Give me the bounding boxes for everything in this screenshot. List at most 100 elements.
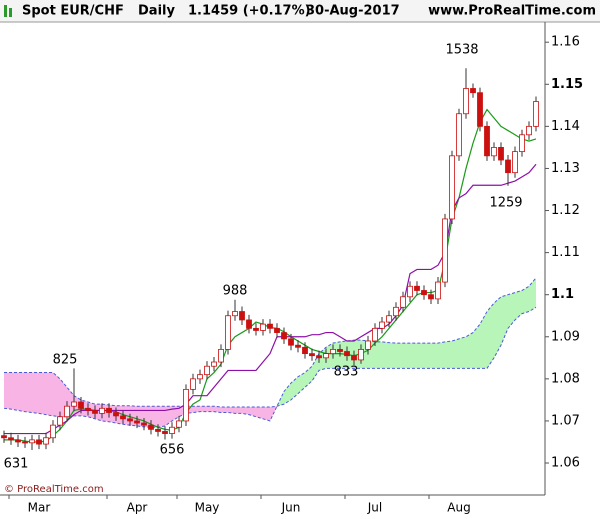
cloud-segment	[256, 407, 263, 419]
axis-labels: 1.16 1.15 1.14 1.13 1.12 1.11 1.1 1.09 1.08 1.07 1…	[4, 35, 583, 515]
candle-body	[491, 147, 497, 157]
candle-body	[358, 348, 364, 361]
annotation: 1538	[445, 43, 478, 58]
candle-body	[211, 361, 217, 367]
candle-body	[484, 125, 490, 157]
candle-body	[120, 415, 126, 420]
cloud-segment	[242, 407, 249, 415]
cloud-segment	[410, 343, 417, 369]
candle-body	[533, 101, 539, 127]
cloud-segment	[25, 372, 32, 413]
y-tick-label: 1.12	[551, 203, 580, 218]
annotation: 631	[4, 457, 29, 472]
cloud-segment	[11, 372, 18, 411]
y-tick-label: 1.09	[551, 329, 580, 344]
cloud-segment	[312, 353, 319, 381]
candle-body	[435, 281, 441, 300]
cloud-segment	[53, 372, 60, 417]
candle-body	[197, 374, 203, 380]
candle-body	[512, 151, 518, 174]
cloud-segment	[494, 296, 501, 358]
candle-body	[148, 424, 154, 430]
candle-body	[470, 88, 476, 94]
candle-body	[505, 159, 511, 174]
y-tick-label: 1.16	[551, 35, 580, 50]
annotation: 988	[223, 284, 248, 299]
cloud-segment	[466, 332, 473, 369]
candle-body	[92, 410, 98, 414]
cloud-segment	[221, 407, 228, 413]
candle-body	[337, 348, 343, 352]
candle-body	[64, 405, 70, 418]
candle-body	[36, 439, 42, 445]
cloud-segment	[487, 303, 494, 369]
candle-body	[386, 315, 392, 323]
candles	[1, 68, 539, 450]
candle-body	[141, 422, 147, 426]
candle-body	[43, 437, 49, 445]
period: Daily	[138, 4, 175, 19]
candle-body	[351, 355, 357, 361]
candle-body	[50, 424, 56, 439]
x-tick-label: Aug	[447, 501, 470, 515]
cloud-segment	[207, 406, 214, 412]
cloud-segment	[46, 372, 53, 416]
candle-body	[22, 441, 28, 444]
candle-body	[8, 437, 14, 441]
cloud-segment	[396, 343, 403, 369]
cloud-segment	[452, 338, 459, 369]
candle-body	[421, 290, 427, 296]
cloud-segment	[158, 406, 165, 428]
cloud-segment	[501, 294, 508, 346]
cloud-segment	[165, 406, 172, 426]
cloud-segment	[375, 341, 382, 369]
cloud-segment	[382, 341, 389, 369]
candle-body	[330, 348, 336, 355]
candle-body	[281, 332, 287, 340]
y-tick-label: 1.08	[551, 371, 580, 386]
y-tick-label: 1.1	[551, 287, 574, 302]
candle-body	[225, 315, 231, 350]
symbol: Spot EUR/CHF	[22, 4, 124, 19]
cloud-segment	[515, 290, 522, 320]
candle-body	[71, 401, 77, 407]
y-tick-label: 1.11	[551, 245, 580, 260]
y-tick-label: 1.07	[551, 413, 580, 428]
candle-body	[190, 378, 196, 390]
cloud-segment	[291, 376, 298, 400]
y-tick-label: 1.14	[551, 119, 580, 134]
candle-body	[239, 311, 245, 321]
candle-body	[134, 420, 140, 424]
cloud-segment	[529, 277, 536, 312]
candle-body	[442, 218, 448, 283]
cloud-segment	[151, 406, 158, 428]
cloud-segment	[333, 341, 340, 369]
candle-body	[526, 125, 532, 136]
candle-body	[365, 340, 371, 350]
candle-body	[176, 420, 182, 428]
cloud-segment	[522, 286, 529, 314]
candle-body	[477, 92, 483, 127]
candle-body	[295, 344, 301, 348]
cloud-segment	[459, 336, 466, 369]
candle-body	[246, 319, 252, 329]
x-tick-label: Apr	[127, 501, 148, 515]
cloud	[3, 277, 537, 428]
cloud-segment	[445, 340, 452, 369]
candle-body	[99, 407, 105, 414]
cloud-segment	[263, 407, 270, 421]
candle-body	[1, 435, 7, 439]
cloud-segment	[508, 292, 515, 329]
cloud-segment	[347, 340, 354, 369]
candle-body	[372, 327, 378, 342]
x-tick-label: Mar	[28, 501, 51, 515]
y-tick-label: 1.13	[551, 161, 580, 176]
x-tick-label: Jun	[281, 501, 301, 515]
indicator-lines	[4, 108, 537, 443]
cloud-segment	[403, 343, 410, 369]
candle-body	[183, 388, 189, 422]
annotation: 833	[334, 365, 359, 380]
cloud-segment	[389, 342, 396, 369]
candle-body	[498, 147, 504, 161]
